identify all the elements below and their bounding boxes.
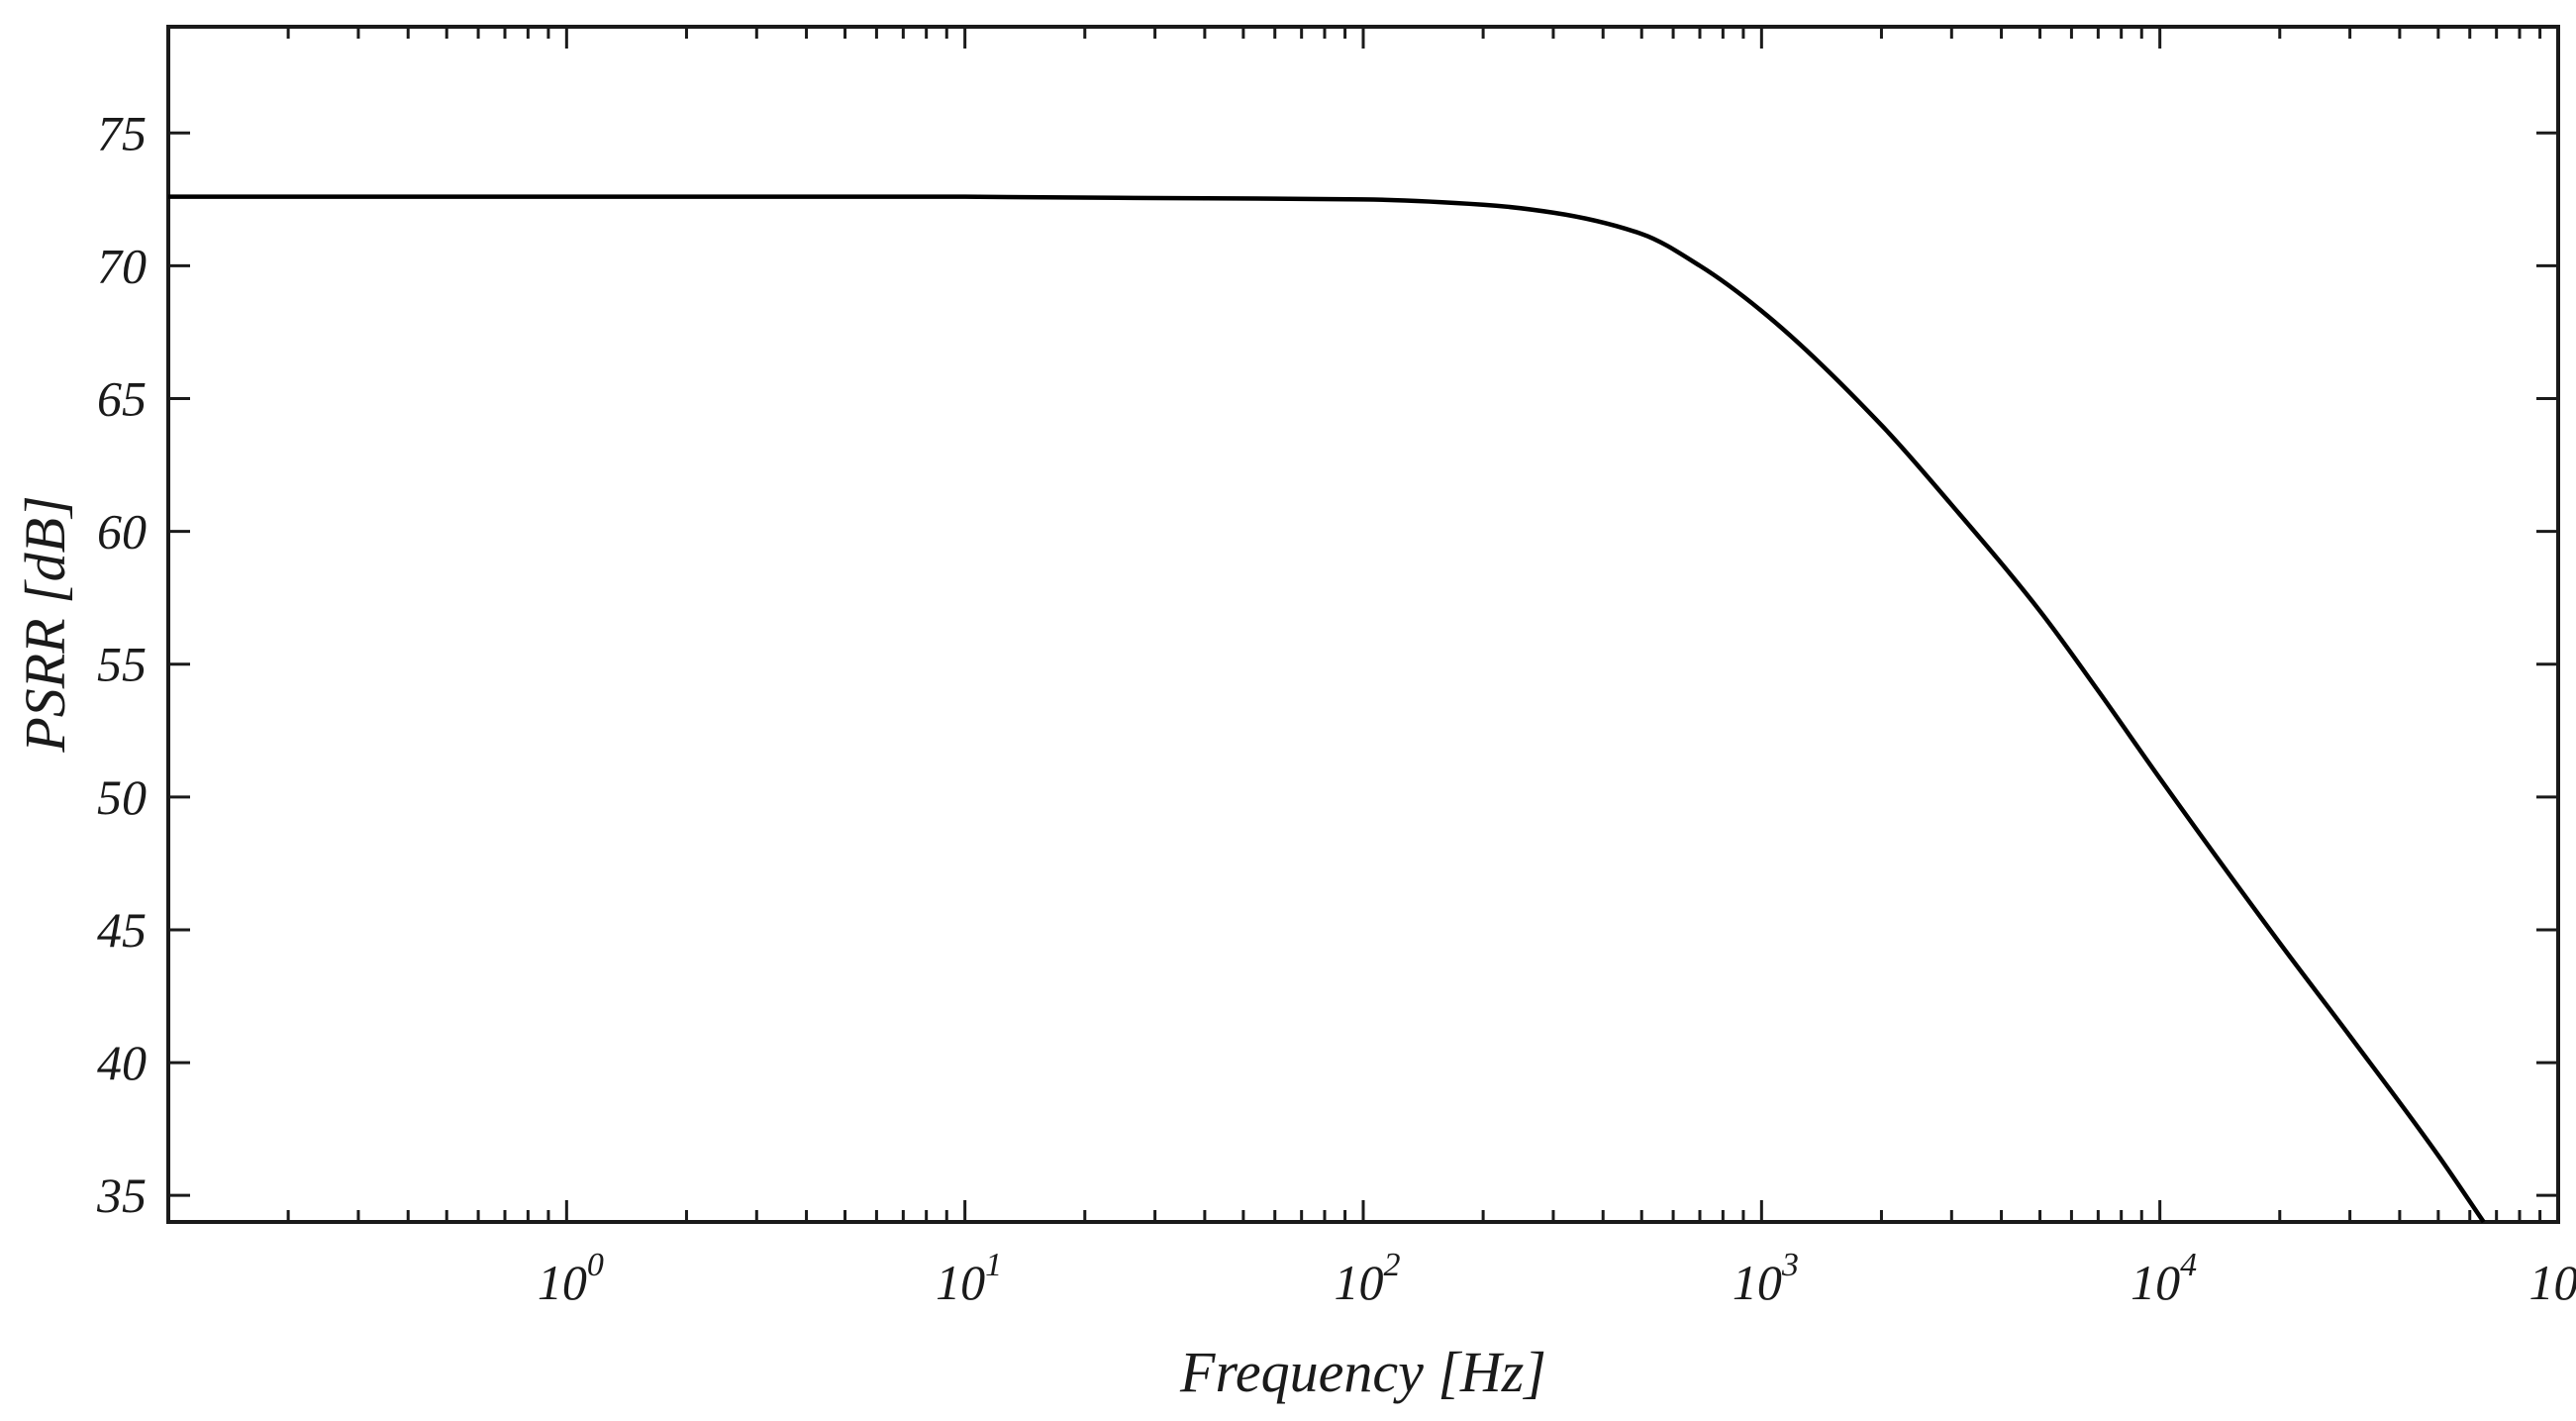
x-axis-title: Frequency [Hz]	[1179, 1340, 1546, 1404]
y-tick-label: 70	[97, 238, 147, 293]
y-tick-labels: 35 40 45 50 55 60 65 70 75	[96, 105, 147, 1223]
y-tick-label: 35	[96, 1167, 147, 1223]
x-tick-label: 104	[2130, 1247, 2197, 1310]
x-tick-labels: 100 101 102 103 104 105	[538, 1247, 2576, 1310]
y-tick-label: 60	[97, 504, 147, 559]
psrr-series-line	[167, 194, 2486, 1224]
x-tick-label: 102	[1335, 1247, 1401, 1310]
x-tick-label: 105	[2529, 1247, 2576, 1310]
y-axis-title: PSRR [dB]	[13, 495, 77, 753]
y-tick-label: 55	[97, 637, 147, 692]
axis-ticks	[166, 27, 2560, 1222]
x-tick-label: 101	[936, 1247, 1002, 1310]
y-tick-label: 65	[97, 371, 147, 427]
plot-area-frame	[166, 25, 2560, 1224]
y-tick-label: 45	[97, 902, 147, 958]
y-tick-label: 50	[97, 769, 147, 825]
y-tick-label: 75	[97, 105, 147, 160]
x-tick-label: 100	[538, 1247, 604, 1310]
y-tick-label: 40	[97, 1035, 147, 1090]
x-tick-label: 103	[1733, 1247, 1799, 1310]
